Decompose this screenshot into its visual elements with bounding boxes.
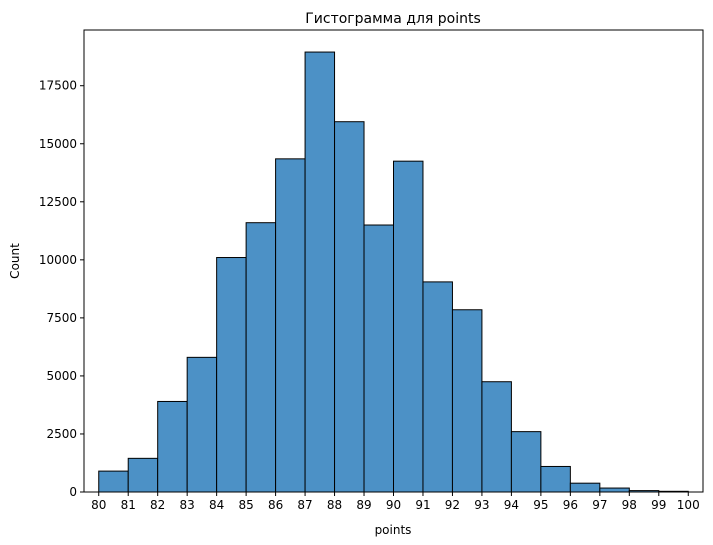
x-tick-label: 92: [445, 498, 460, 512]
histogram-bar: [245, 222, 277, 493]
histogram-bar: [304, 51, 336, 493]
histogram-bar: [216, 257, 247, 493]
histogram-bar: [540, 465, 571, 493]
x-tick-label: 88: [327, 498, 342, 512]
x-tick-label: 96: [563, 498, 578, 512]
histogram-bar: [422, 281, 453, 493]
y-axis-label: Count: [8, 243, 22, 279]
y-axis: 0 2500 5000 7500 10000 12500 15000 17500: [39, 79, 84, 499]
y-tick-label: 10000: [39, 253, 77, 267]
y-tick-label: 7500: [46, 311, 77, 325]
histogram-bar: [510, 431, 542, 493]
x-tick-label: 94: [504, 498, 519, 512]
chart-title: Гистограмма для points: [305, 11, 481, 27]
x-tick-label: 98: [622, 498, 637, 512]
histogram-bar: [569, 482, 601, 493]
x-tick-label: 85: [238, 498, 253, 512]
x-axis: 80 81 82 83 84 85 86 87 88 89 90 91 92 93 94 95 96 97 98 99…: [91, 492, 700, 512]
x-tick-label: 80: [91, 498, 106, 512]
x-tick-label: 97: [592, 498, 607, 512]
x-tick-label: 83: [180, 498, 195, 512]
histogram-bar: [186, 356, 218, 493]
y-tick-label: 5000: [46, 369, 77, 383]
histogram-bar: [393, 160, 424, 493]
x-tick-label: 91: [415, 498, 430, 512]
x-tick-label: 95: [533, 498, 548, 512]
y-tick-label: 2500: [46, 427, 77, 441]
x-tick-label: 100: [677, 498, 700, 512]
x-tick-label: 99: [651, 498, 666, 512]
x-tick-label: 81: [121, 498, 136, 512]
histogram-bar: [275, 158, 306, 493]
histogram-bar: [363, 224, 394, 493]
bars-group: [98, 51, 689, 493]
y-tick-label: 15000: [39, 137, 77, 151]
histogram-bar: [98, 470, 129, 493]
histogram-bar: [599, 487, 630, 493]
histogram-bar: [127, 457, 159, 493]
x-tick-label: 87: [297, 498, 312, 512]
histogram-bar: [157, 400, 188, 493]
y-tick-label: 0: [69, 485, 77, 499]
histogram-bar: [334, 121, 365, 493]
y-tick-label: 17500: [39, 79, 77, 93]
histogram-bar: [451, 309, 483, 493]
y-tick-label: 12500: [39, 195, 77, 209]
x-tick-label: 84: [209, 498, 224, 512]
x-tick-label: 86: [268, 498, 283, 512]
x-tick-label: 89: [356, 498, 371, 512]
x-tick-label: 82: [150, 498, 165, 512]
x-tick-label: 90: [386, 498, 401, 512]
histogram-bar: [481, 381, 512, 493]
x-tick-label: 93: [474, 498, 489, 512]
x-axis-label: points: [375, 523, 412, 537]
